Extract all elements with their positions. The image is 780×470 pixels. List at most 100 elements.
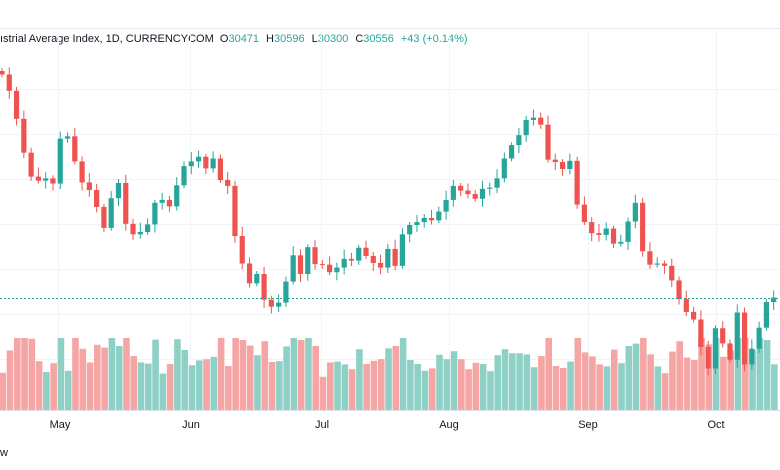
volume-bar: [0, 372, 6, 410]
volume-bars: [0, 338, 778, 410]
candle-body: [356, 247, 362, 261]
candle-body: [232, 185, 238, 237]
volume-bar: [712, 338, 720, 410]
volume-bar: [181, 350, 188, 410]
volume-bar: [574, 338, 582, 410]
volume-bar: [465, 369, 472, 410]
candle-body: [509, 145, 515, 159]
candle-body: [152, 202, 158, 225]
volume-bar: [152, 339, 159, 410]
volume-bar: [516, 353, 523, 410]
candle-body: [545, 124, 551, 160]
volume-bar: [589, 356, 596, 410]
candle-body: [625, 221, 631, 242]
candle-body: [538, 117, 544, 125]
candle-body: [698, 319, 704, 347]
volume-bar: [123, 338, 130, 410]
candle-body: [421, 218, 427, 223]
candle-body: [407, 225, 413, 235]
candle-body: [195, 156, 202, 162]
volume-bar: [545, 338, 552, 410]
volume-bar: [174, 339, 181, 410]
volume-bar: [618, 363, 625, 410]
candle-body: [450, 185, 456, 200]
volume-bar: [115, 346, 123, 410]
volume-bar: [727, 350, 734, 410]
volume-bar: [261, 341, 269, 410]
time-axis-labels: May Jun Jul Aug Sep Oct: [50, 419, 725, 431]
volume-bar: [552, 366, 560, 410]
candle-body: [552, 159, 558, 162]
candle-body: [661, 263, 668, 266]
candle-body: [618, 241, 624, 244]
x-tick-label: Aug: [439, 419, 459, 431]
volume-bar: [683, 357, 691, 410]
candle-body: [734, 312, 740, 360]
volume-bar: [159, 373, 167, 410]
volume-bar: [385, 348, 392, 410]
candle-body: [567, 160, 573, 169]
candle-body: [276, 302, 282, 307]
volume-bar: [654, 366, 662, 410]
volume-bar: [94, 344, 101, 410]
candle-body: [428, 218, 435, 221]
candle-body: [377, 262, 384, 268]
candle-body: [341, 258, 347, 268]
candle-body: [479, 188, 486, 199]
volume-bar: [421, 370, 429, 410]
candle-body: [246, 263, 253, 284]
candle-body: [559, 162, 566, 169]
change-value: +43 (+0.14%): [400, 33, 468, 45]
volume-bar: [203, 359, 210, 410]
volume-bar: [254, 355, 261, 410]
candle-body: [596, 233, 602, 235]
volume-bar: [487, 371, 494, 410]
volume-bar: [669, 351, 676, 410]
candle-body: [443, 199, 449, 212]
candle-body: [581, 204, 587, 223]
volume-bar: [50, 363, 57, 410]
volume-bar: [720, 356, 727, 410]
volume-bar: [341, 364, 349, 410]
candle-body: [6, 74, 12, 91]
candle-body: [741, 312, 748, 365]
volume-bar: [166, 364, 174, 410]
footer-label: w: [0, 447, 8, 459]
candle-body: [632, 202, 638, 222]
candle-body: [137, 232, 143, 235]
volume-bar: [501, 349, 509, 410]
candle-body: [86, 182, 92, 190]
candle-body: [385, 248, 391, 268]
candle-body: [283, 281, 289, 303]
volume-bar: [377, 359, 385, 410]
candle-body: [72, 136, 78, 162]
volume-bar: [538, 356, 545, 410]
candle-body: [712, 328, 719, 369]
candle-body: [21, 118, 27, 153]
candle-body: [94, 190, 100, 207]
candle-body: [683, 299, 689, 312]
candle-body: [174, 185, 180, 207]
low-key: L: [311, 33, 318, 45]
volume-bar: [232, 338, 239, 410]
volume-bar: [458, 359, 465, 410]
volume-bar: [567, 361, 574, 410]
candle-body: [676, 280, 682, 300]
candle-body: [691, 311, 697, 320]
candle-body: [727, 343, 733, 360]
volume-bar: [625, 346, 633, 410]
volume-bar: [771, 364, 778, 410]
candle-body: [458, 185, 464, 191]
volume-bar: [101, 347, 108, 410]
candle-body: [647, 251, 653, 265]
candle-body: [348, 258, 355, 261]
candle-body: [494, 178, 500, 188]
volume-bar: [596, 364, 603, 410]
volume-bar: [268, 362, 276, 410]
volume-bar: [763, 340, 771, 410]
volume-bar: [188, 365, 196, 410]
candle-body: [720, 328, 726, 344]
close-key: C: [355, 33, 364, 45]
candle-body: [589, 222, 595, 234]
